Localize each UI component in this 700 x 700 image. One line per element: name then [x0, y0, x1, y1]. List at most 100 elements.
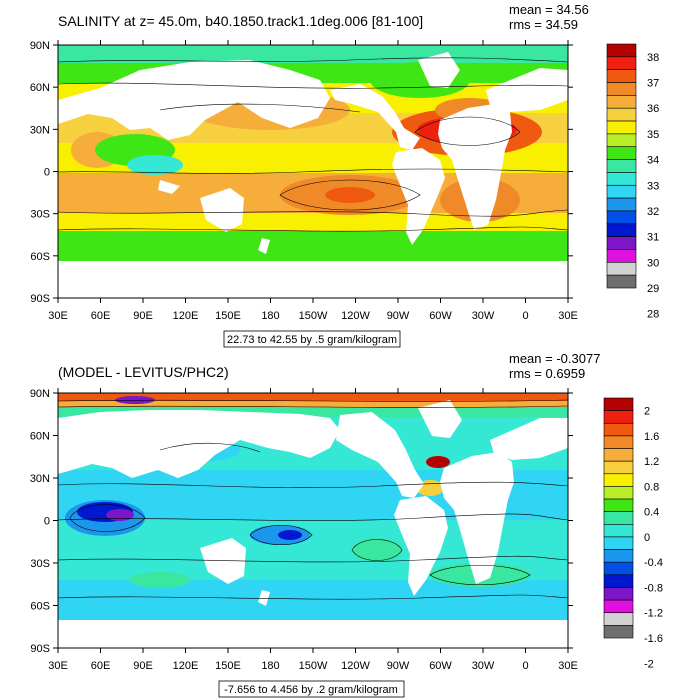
lat-label: 60N	[30, 82, 50, 94]
colorbar-swatch	[606, 146, 637, 160]
colorbar-swatch	[603, 448, 634, 462]
colorbar-swatch	[606, 43, 637, 58]
lon-label: 180	[261, 660, 279, 672]
salinity-map-field	[58, 45, 568, 298]
lon-label: 30W	[472, 660, 495, 672]
colorbar-label: 36	[647, 103, 659, 115]
colorbar-swatch	[603, 625, 634, 639]
latitude-axis: 90N 60N 30N 0 30S 60S 90S	[30, 40, 573, 305]
lon-label: 60E	[91, 310, 111, 322]
lat-label: 90N	[30, 388, 50, 400]
colorbar-label: 37	[647, 78, 659, 90]
colorbar-label: 28	[647, 309, 659, 321]
rms-readout: rms = 0.6959	[509, 366, 585, 381]
colorbar-label: 0	[644, 532, 650, 544]
colorbar-swatch	[606, 69, 637, 83]
colorbar-label: 0.8	[644, 481, 659, 493]
colorbar-label: 33	[647, 180, 659, 192]
panel-title: (MODEL - LEVITUS/PHC2)	[58, 364, 229, 380]
colorbar-swatch	[606, 95, 637, 109]
lon-label: 120E	[173, 310, 199, 322]
colorbar-swatch	[603, 574, 634, 588]
range-label: 22.73 to 42.55 by .5 gram/kilogram	[227, 334, 397, 346]
colorbar-swatch	[603, 397, 634, 411]
lon-label: 90W	[387, 660, 410, 672]
colorbar-swatch	[606, 262, 637, 276]
colorbar-label: 31	[647, 232, 659, 244]
colorbar-swatch	[603, 536, 634, 550]
colorbar-label: 35	[647, 129, 659, 141]
mean-readout: mean = -0.3077	[509, 351, 600, 366]
colorbar-label: 34	[647, 155, 659, 167]
colorbar-label: 1.6	[644, 431, 659, 443]
colorbar-swatch	[603, 549, 634, 563]
lon-label: 90E	[133, 310, 153, 322]
colorbar-swatch	[603, 599, 634, 614]
lon-label: 30E	[558, 310, 578, 322]
colorbar-swatch	[603, 524, 634, 538]
longitude-axis: 30E 60E 90E 120E 150E 180 150W 120W 90W 60W 30W 0 30…	[48, 40, 578, 322]
lon-label: 0	[522, 310, 528, 322]
colorbar-label: -2	[644, 658, 654, 670]
colorbar-label: -0.8	[644, 582, 663, 594]
lon-label: 30W	[472, 310, 495, 322]
colorbar-swatch	[606, 223, 637, 237]
lon-label: 150E	[215, 310, 241, 322]
range-label: -7.656 to 4.456 by .2 gram/kilogram	[224, 684, 398, 696]
colorbar-label: 30	[647, 257, 659, 269]
lat-label: 30S	[30, 558, 50, 570]
panel-difference: (MODEL - LEVITUS/PHC2) mean = -0.3077 rm…	[30, 351, 663, 698]
difference-map-field	[58, 393, 568, 648]
colorbar-swatch	[603, 460, 634, 475]
colorbar-label: 29	[647, 283, 659, 295]
colorbar-swatch	[603, 473, 634, 487]
lon-label: 0	[522, 660, 528, 672]
lon-label: 30E	[48, 660, 68, 672]
colorbar-swatch	[606, 107, 637, 122]
lon-label: 120W	[341, 660, 370, 672]
lat-label: 90S	[30, 643, 50, 655]
colorbar-swatch	[606, 133, 637, 148]
panel-salinity: SALINITY at z= 45.0m, b40.1850.track1.1d…	[30, 2, 659, 348]
colorbar-label: 1.2	[644, 456, 659, 468]
colorbar-label: 38	[647, 52, 659, 64]
colorbar-swatch	[603, 612, 634, 626]
colorbar-swatch	[603, 410, 634, 424]
lat-label: 0	[44, 167, 50, 179]
colorbar-swatch	[606, 274, 637, 289]
lon-label: 30E	[558, 660, 578, 672]
colorbar-swatch	[606, 197, 637, 212]
colorbar-label: 0.4	[644, 507, 659, 519]
lon-label: 120W	[341, 310, 370, 322]
lat-label: 30N	[30, 124, 50, 136]
longitude-axis: 30E 60E 90E 120E 150E 180 150W 120W 90W 60W 30W 0 30…	[48, 388, 578, 672]
lat-label: 90S	[30, 293, 50, 305]
lon-label: 120E	[173, 660, 199, 672]
colorbar-swatch	[606, 172, 637, 186]
colorbar-label: 32	[647, 206, 659, 218]
lon-label: 150W	[299, 660, 328, 672]
colorbar-swatch	[603, 422, 634, 437]
colorbar-swatch	[606, 120, 637, 135]
colorbar-swatch	[603, 561, 634, 576]
range-box	[218, 680, 405, 698]
colorbar-swatch	[606, 56, 637, 70]
colorbar: 38 37 36 35 34 33 32 31 30 29 28	[606, 43, 659, 321]
panel-title: SALINITY at z= 45.0m, b40.1850.track1.1d…	[58, 13, 423, 29]
lon-label: 180	[261, 310, 279, 322]
lat-label: 60S	[30, 251, 50, 263]
lon-label: 30E	[48, 310, 68, 322]
colorbar-swatch	[603, 587, 634, 601]
colorbar-swatch	[606, 210, 637, 225]
lat-label: 60S	[30, 601, 50, 613]
colorbar-swatch	[603, 498, 634, 512]
rms-readout: rms = 34.59	[509, 17, 578, 32]
colorbar-swatch	[606, 159, 637, 173]
colorbar-label: 2	[644, 406, 650, 418]
mean-readout: mean = 34.56	[509, 2, 589, 17]
colorbar-swatch	[603, 435, 634, 449]
lat-label: 30N	[30, 473, 50, 485]
latitude-axis: 90N 60N 30N 0 30S 60S 90S	[30, 388, 573, 655]
lon-label: 150W	[299, 310, 328, 322]
colorbar: 2 1.6 1.2 0.8 0.4 0 -0.4 -0.8 -1.2 -1.6 -2	[603, 397, 663, 670]
